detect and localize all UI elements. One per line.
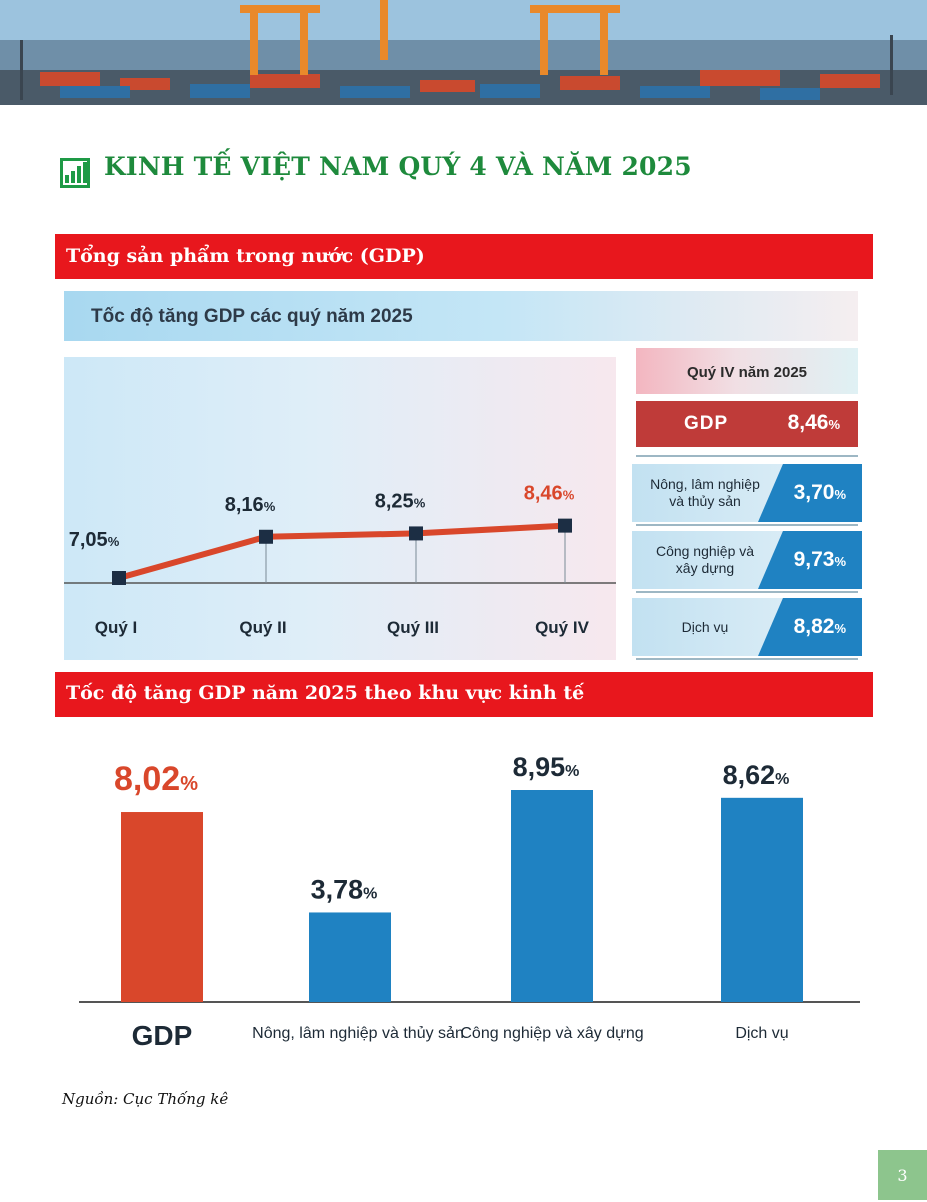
source-note: Nguồn: Cục Thống kê <box>62 1090 229 1108</box>
divider <box>636 524 858 526</box>
q4-services-row: Dịch vụ 8,82% <box>632 598 862 656</box>
q4-panel-title: Quý IV năm 2025 <box>636 348 858 394</box>
bar <box>721 797 803 1002</box>
q4-agriculture-label: Nông, lâm nghiệp và thủy sản <box>650 476 760 509</box>
quarterly-chart-panel <box>64 357 616 660</box>
page-number: 3 <box>878 1150 927 1200</box>
data-point <box>259 529 273 544</box>
category-label: Công nghiệp và xây dựng <box>460 1025 643 1042</box>
q4-agriculture-row: Nông, lâm nghiệp và thủy sản 3,70% <box>632 464 862 522</box>
data-label: 8,46% <box>524 483 575 505</box>
series-line <box>118 522 566 581</box>
bar <box>121 812 203 1002</box>
bar <box>309 912 391 1002</box>
category-label: Nông, lâm nghiệp và thủy sản <box>252 1025 464 1042</box>
section-header-sector: Tốc độ tăng GDP năm 2025 theo khu vực ki… <box>55 672 873 717</box>
category-label: GDP <box>132 1020 193 1051</box>
section-header-gdp: Tổng sản phẩm trong nước (GDP) <box>55 234 873 279</box>
bar-chart-icon <box>60 158 90 188</box>
data-label: 7,05% <box>69 529 120 551</box>
data-label: 8,25% <box>375 490 426 512</box>
port-containers-photo <box>0 0 927 105</box>
sector-bar-chart: 8,02% GDP 3,78% Nông, lâm nghiệp và thủy sả… <box>79 752 860 1051</box>
bar-value-label: 8,02% <box>114 760 198 798</box>
quarterly-line-chart: 7,05% 8,16% 8,25% 8,46% Quý I Quý II Quý III Qu… <box>64 483 616 637</box>
data-label: 8,16% <box>225 494 276 516</box>
data-point <box>409 526 423 541</box>
data-point <box>112 571 126 585</box>
q4-industry-value: 9,73% <box>793 548 846 571</box>
x-tick-label: Quý I <box>95 618 138 637</box>
q4-gdp-label: GDP <box>684 413 729 434</box>
q4-industry-row: Công nghiệp và xây dựng 9,73% <box>632 531 862 589</box>
bar-value-label: 8,62% <box>723 760 790 790</box>
q4-services-value: 8,82% <box>793 615 846 638</box>
category-label: Dịch vụ <box>735 1025 788 1042</box>
data-point <box>558 518 572 533</box>
bar-value-label: 8,95% <box>513 752 580 782</box>
q4-services-label: Dịch vụ <box>681 619 729 635</box>
x-tick-label: Quý II <box>239 618 286 637</box>
divider <box>636 455 858 457</box>
divider <box>636 658 858 660</box>
header-banner-photo <box>0 0 927 105</box>
q4-gdp-value: 8,46% <box>787 411 840 434</box>
divider <box>636 591 858 593</box>
q4-agriculture-value: 3,70% <box>793 481 846 504</box>
x-tick-label: Quý IV <box>535 618 590 637</box>
page-title: KINH TẾ VIỆT NAM QUÝ 4 VÀ NĂM 2025 <box>104 152 692 181</box>
q4-gdp-row: GDP 8,46% <box>636 401 858 447</box>
bar-value-label: 3,78% <box>311 874 378 904</box>
q4-industry-label: Công nghiệp và xây dựng <box>655 543 755 576</box>
x-tick-label: Quý III <box>387 618 439 637</box>
quarterly-chart-title: Tốc độ tăng GDP các quý năm 2025 <box>64 291 858 341</box>
bar <box>511 790 593 1002</box>
